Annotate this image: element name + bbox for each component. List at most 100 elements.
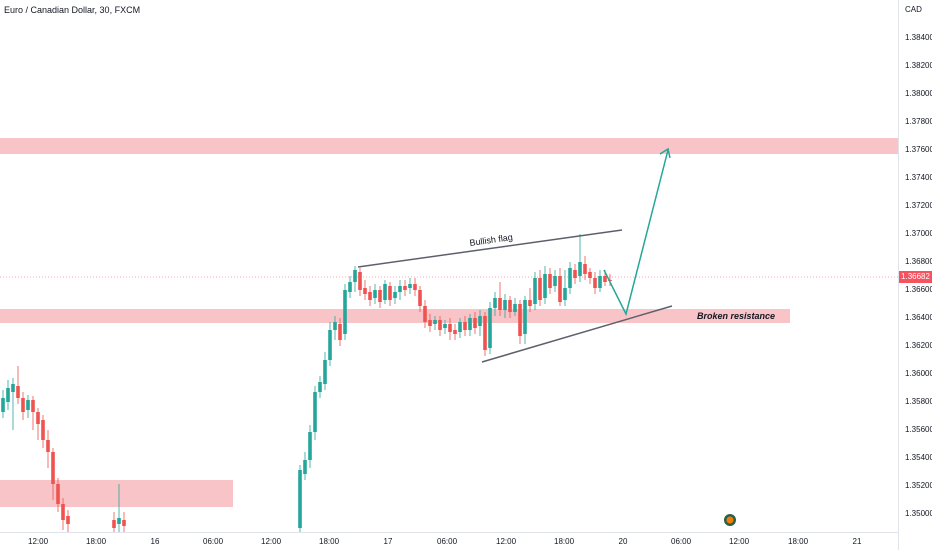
candle [46, 430, 50, 468]
candle-body [36, 412, 40, 424]
candle [448, 318, 452, 340]
candle [398, 280, 402, 300]
candle [41, 415, 45, 448]
candle [563, 270, 567, 306]
time-tick: 12:00 [496, 537, 517, 546]
price-tick: 1.38400 [905, 33, 932, 42]
resistance-zone-broken [0, 309, 790, 323]
time-tick: 06:00 [203, 537, 224, 546]
time-tick: 20 [618, 537, 628, 546]
candle [112, 512, 116, 532]
candle [413, 278, 417, 296]
time-tick: 12:00 [261, 537, 282, 546]
candle-body [61, 504, 65, 520]
candle [378, 286, 382, 308]
support-zone-bottom [0, 480, 233, 507]
candle [393, 286, 397, 304]
candle-body [11, 384, 15, 392]
candle-body [393, 292, 397, 298]
candle-body [553, 276, 557, 286]
candle [403, 280, 407, 296]
candle-body [443, 324, 447, 328]
symbol-title[interactable]: Euro / Canadian Dollar, 30, FXCM [4, 5, 141, 15]
candle-body [16, 386, 20, 398]
candle-body [538, 278, 542, 300]
candle [553, 270, 557, 292]
time-axis[interactable]: 12:00 18:00 16 06:00 12:00 18:00 17 06:00 12:00 1… [0, 532, 898, 551]
candle-body [548, 274, 552, 288]
time-tick: 18:00 [319, 537, 340, 546]
candle [388, 282, 392, 306]
projection-arrow-path [603, 149, 669, 317]
candle-body [453, 330, 457, 334]
candle-body [373, 290, 377, 298]
price-tick: 1.36600 [905, 285, 932, 294]
candle [26, 395, 30, 418]
candle [338, 318, 342, 346]
candle [423, 300, 427, 328]
candle [463, 316, 467, 336]
candle-body [573, 270, 577, 278]
candle [508, 296, 512, 318]
candle-body [26, 400, 30, 410]
candle [358, 268, 362, 296]
chart-area[interactable]: Bullish flag Broken resistance Euro / Can… [0, 0, 898, 532]
candle-body [433, 320, 437, 324]
candle-body [448, 324, 452, 332]
candle-body [31, 400, 35, 412]
candle [1, 390, 5, 418]
candle-body [56, 484, 60, 504]
candle-body [438, 320, 442, 330]
candle-body [368, 292, 372, 300]
candle-body [117, 518, 121, 524]
candle-body [518, 304, 522, 336]
candle-body [343, 290, 347, 334]
candle [503, 294, 507, 318]
candle-body [583, 264, 587, 274]
candle [308, 425, 312, 468]
candle-body [378, 290, 382, 302]
candle [428, 314, 432, 332]
candle [16, 366, 20, 404]
candle-body [122, 520, 126, 526]
candle [548, 268, 552, 294]
candle [343, 284, 347, 340]
candle [323, 352, 327, 390]
candle-body [483, 316, 487, 350]
candle-body [383, 284, 387, 300]
candle [298, 465, 302, 532]
candle [528, 288, 532, 312]
price-tick: 1.37000 [905, 229, 932, 238]
candle [373, 284, 377, 304]
candle [478, 310, 482, 336]
candle-body [488, 308, 492, 348]
candle-body [473, 318, 477, 328]
candle-body [513, 304, 517, 312]
time-tick: 06:00 [671, 537, 692, 546]
candle [473, 312, 477, 334]
candle-body [51, 452, 55, 484]
candle-body [112, 520, 116, 528]
time-tick: 12:00 [28, 537, 49, 546]
candle-body [408, 284, 412, 288]
candle [583, 256, 587, 280]
time-tick: 16 [150, 537, 160, 546]
candle-body [568, 268, 572, 288]
flag-lower-trendline [481, 305, 673, 363]
candle-body [478, 316, 482, 326]
candle [518, 300, 522, 344]
candle [318, 376, 322, 398]
candle-body [363, 288, 367, 294]
candle-body [388, 286, 392, 300]
candle [333, 316, 337, 340]
candle [61, 498, 65, 530]
candle [458, 318, 462, 338]
candle [523, 296, 527, 344]
candle [353, 266, 357, 292]
resistance-label: Broken resistance [697, 311, 775, 321]
price-tick: 1.36400 [905, 313, 932, 322]
candle-body [578, 262, 582, 276]
candle-body [533, 278, 537, 304]
price-tick: 1.35000 [905, 509, 932, 518]
